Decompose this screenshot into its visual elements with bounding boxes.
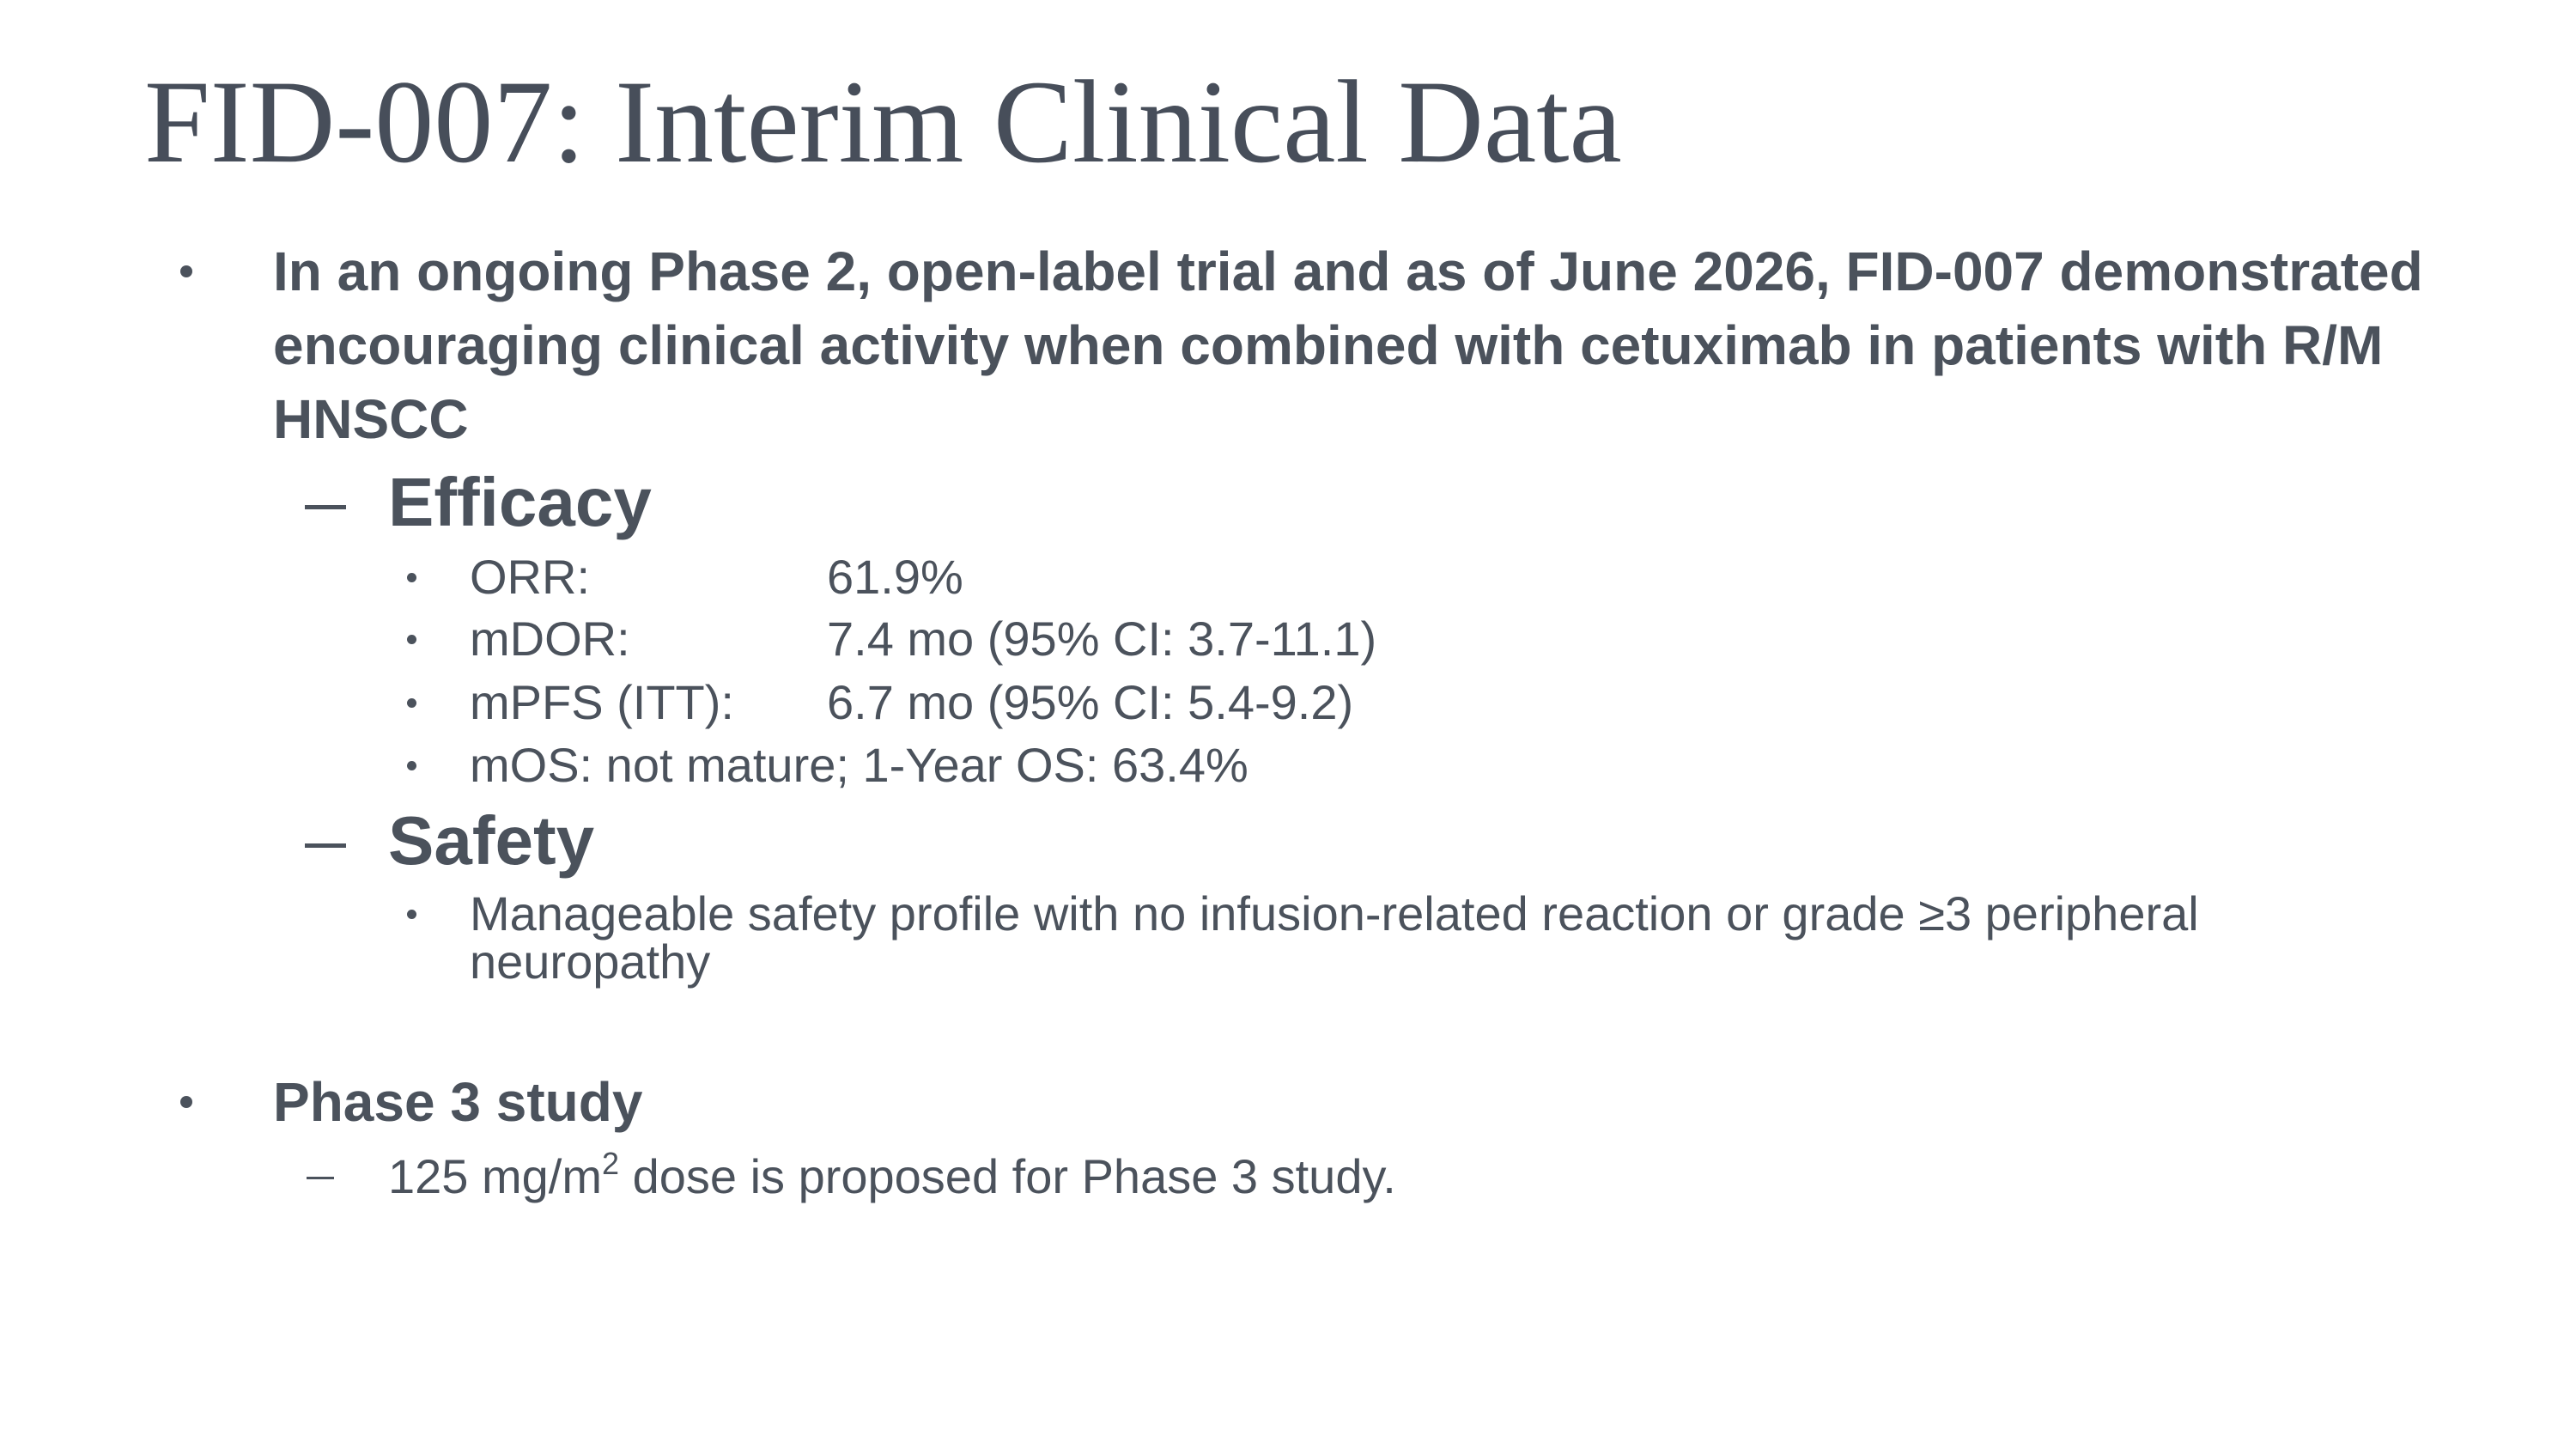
- item-label: mPFS (ITT):: [470, 675, 734, 729]
- slide-title: FID-007: Interim Clinical Data: [144, 56, 1622, 187]
- item-text: Manageable safety profile with no infusi…: [470, 886, 2199, 989]
- dash: [305, 505, 346, 509]
- bullet-dot: [407, 698, 416, 708]
- item-value: 6.7 mo (95% CI: 5.4-9.2): [827, 675, 1354, 729]
- bullet-dot: [407, 573, 416, 582]
- sub-item: 125 mg/m2 dose is proposed for Phase 3 s…: [388, 1146, 1396, 1208]
- section-heading: Safety: [388, 802, 595, 879]
- bullet-text: Phase 3 study: [273, 1071, 643, 1133]
- item-value: 61.9%: [827, 550, 963, 604]
- bullet-text: In an ongoing Phase 2, open-label trial …: [273, 240, 2423, 450]
- dash: [305, 843, 346, 848]
- item-label: mDOR:: [470, 612, 630, 666]
- item-value: 7.4 mo (95% CI: 3.7-11.1): [827, 612, 1377, 666]
- bullet-dot: [407, 635, 416, 644]
- section-heading: Efficacy: [388, 464, 652, 540]
- sub-text: 125 mg/m: [388, 1149, 602, 1203]
- superscript: 2: [602, 1146, 620, 1181]
- dash: [307, 1177, 334, 1179]
- bullet-dot: [180, 1096, 192, 1108]
- bullet-dot: [407, 761, 416, 770]
- sub-text: dose is proposed for Phase 3 study.: [619, 1149, 1396, 1203]
- bullet-dot: [180, 265, 192, 277]
- item-label: ORR:: [470, 550, 590, 604]
- bullet-dot: [407, 910, 416, 919]
- item-text: mOS: not mature; 1-Year OS: 63.4%: [470, 738, 1249, 792]
